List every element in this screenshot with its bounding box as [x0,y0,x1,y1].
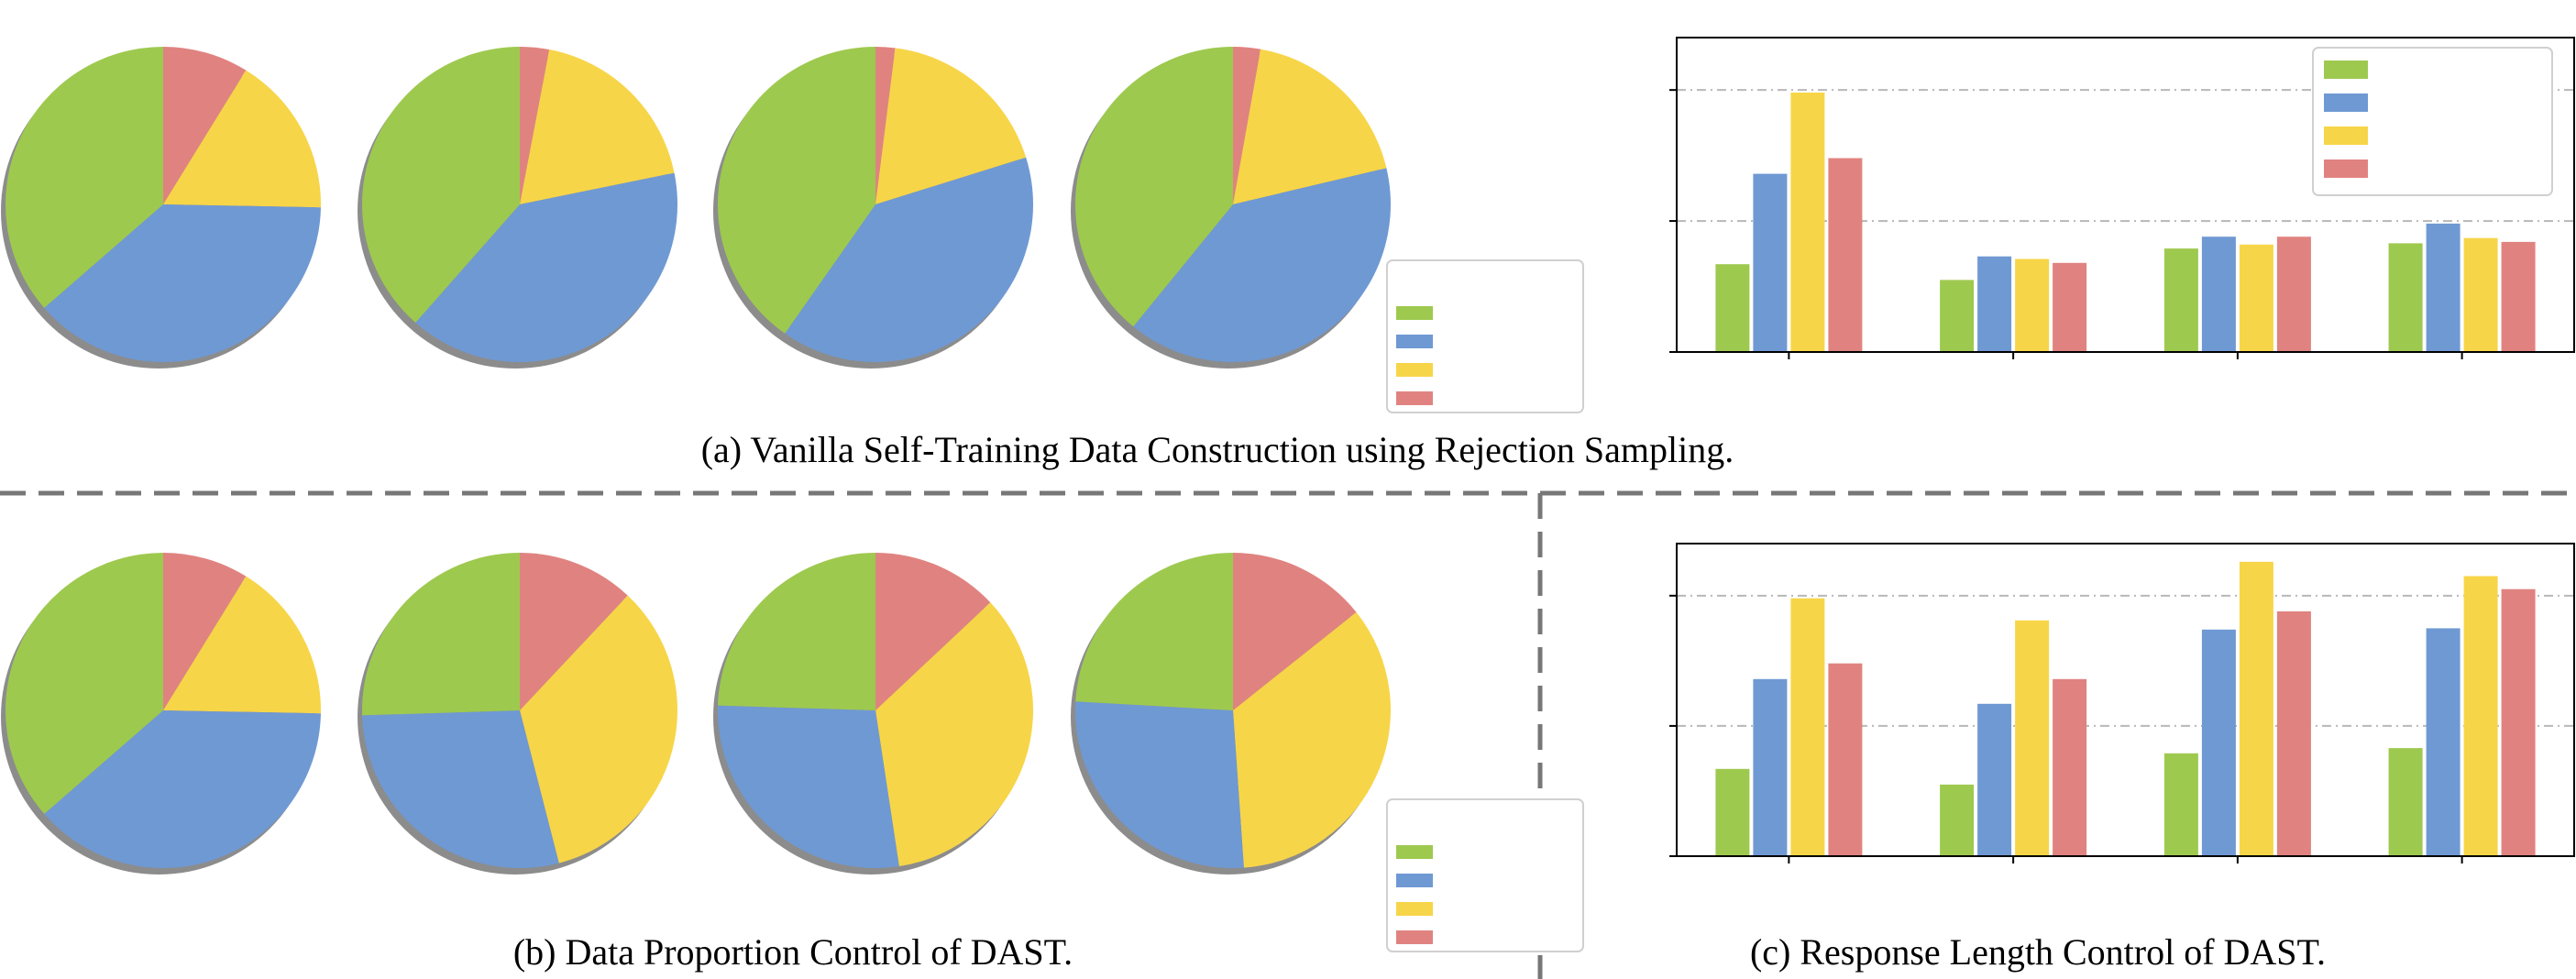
bars-c-bar-middle [1977,703,2012,856]
caption-c: (c) Response Length Control of DAST. [1750,931,2326,973]
bars-c-bar-unsolved [2053,678,2087,856]
a-pie-0 [1,47,322,368]
bars-a-bar-easy [2388,243,2423,352]
legend-b-swatch-unsolved [1396,930,1433,944]
a-slice-easy [6,47,164,308]
b-slice-unsolved [520,553,628,710]
bar-chart-dast [1669,543,2575,864]
bar-chart-vanilla [1669,37,2575,359]
bars-a-bar-unsolved [2053,262,2087,352]
bars-a-bar-hard [2463,237,2498,352]
bars-a-legend-frame [2312,47,2553,196]
bars-c-bar-unsolved [1828,663,1863,856]
a-pie-2 [713,46,1033,368]
b-slice-middle [717,705,899,869]
bars-c-bar-easy [1715,768,1750,856]
a-pie-3 [1071,46,1391,368]
a-slice-hard [163,70,322,208]
bars-a-bar-easy [1715,264,1750,352]
b-slice-unsolved [163,553,247,710]
b-slice-easy [6,553,164,814]
a-pie-1 [358,47,678,368]
bars-c-bar-hard [2239,561,2273,856]
bars-c-bar-hard [2463,576,2498,856]
bars-c-bar-unsolved [2501,588,2536,856]
bars-a-bar-unsolved [2501,241,2536,352]
bars-a-bar-easy [2163,248,2198,352]
b-pie-2 [713,553,1033,874]
b-slice-middle [362,710,559,869]
bars-c-bar-hard [2015,620,2050,856]
a-slice-middle [1133,168,1391,362]
legend-box-a [1386,259,1584,413]
pie-charts-vanilla [1,46,1391,368]
bars-a-bar-unsolved [1828,158,1863,352]
a-slice-hard [875,48,1027,204]
bars-c-bar-unsolved [2276,610,2311,856]
a-slice-easy [718,47,875,334]
a-slice-unsolved [520,47,550,204]
a-slice-unsolved [875,46,896,204]
bars-a-bar-hard [1790,93,1825,352]
b-slice-easy [1075,553,1233,710]
legend-a-swatch-middle [1396,335,1433,348]
a-slice-easy [1075,47,1233,327]
legend-b-frame [1386,798,1584,952]
bars-a-bar-middle [1753,173,1788,352]
bars-a-bar-easy [1940,280,1975,352]
bars-c-bar-middle [2201,629,2236,856]
bars-c-bar-middle [1753,678,1788,856]
caption-b: (b) Data Proportion Control of DAST. [513,931,1073,973]
a-slice-hard [1233,49,1387,205]
caption-a: (a) Vanilla Self-Training Data Construct… [701,429,1734,470]
a-slice-easy [361,47,520,324]
bars-a-bar-hard [2015,258,2050,352]
bars-a-bar-middle [2201,236,2236,352]
bars-c-bar-middle [2426,628,2460,856]
pie-charts-dast [1,552,1391,874]
bars-c-bar-easy [1940,784,1975,856]
b-slice-hard [163,576,322,714]
b-slice-middle [1074,701,1244,869]
bars-a-bar-middle [1977,256,2012,352]
legend-b-swatch-easy [1396,845,1433,859]
b-slice-easy [718,553,875,710]
b-slice-hard [1233,611,1391,868]
bars-a-legend-swatch-easy [2324,60,2368,79]
legend-a-swatch-easy [1396,306,1433,320]
b-slice-unsolved [875,553,991,710]
b-pie-3 [1071,553,1391,874]
bars-a-legend-swatch-hard [2324,126,2368,145]
bars-a-legend-swatch-unsolved [2324,160,2368,178]
legend-a-swatch-unsolved [1396,391,1433,405]
a-slice-hard [520,50,675,204]
a-slice-unsolved [1233,46,1261,204]
bars-a-bar-middle [2426,223,2460,352]
bars-c-bar-hard [1790,598,1825,856]
a-slice-middle [44,204,321,362]
b-slice-unsolved [1233,553,1357,710]
legend-box-b [1386,798,1584,952]
legend-b-swatch-middle [1396,874,1433,887]
legend-b-swatch-hard [1396,902,1433,916]
bars-a-axes-frame [1676,37,2575,353]
a-slice-middle [415,172,678,363]
bars-a-bar-hard [2239,244,2273,352]
legend-a-swatch-hard [1396,363,1433,377]
b-slice-hard [875,602,1033,867]
legend-a-frame [1386,259,1584,413]
b-slice-easy [361,552,520,716]
a-slice-unsolved [163,47,247,204]
a-slice-middle [785,157,1033,362]
b-pie-0 [1,553,322,874]
bars-c-axes-frame [1676,543,2575,857]
b-pie-1 [358,552,677,874]
bars-a-legend-swatch-middle [2324,94,2368,112]
bars-a-bar-unsolved [2276,236,2311,352]
b-slice-middle [44,710,321,868]
bars-c-bar-easy [2163,753,2198,856]
b-slice-hard [520,595,677,864]
bars-c-bar-easy [2388,748,2423,856]
